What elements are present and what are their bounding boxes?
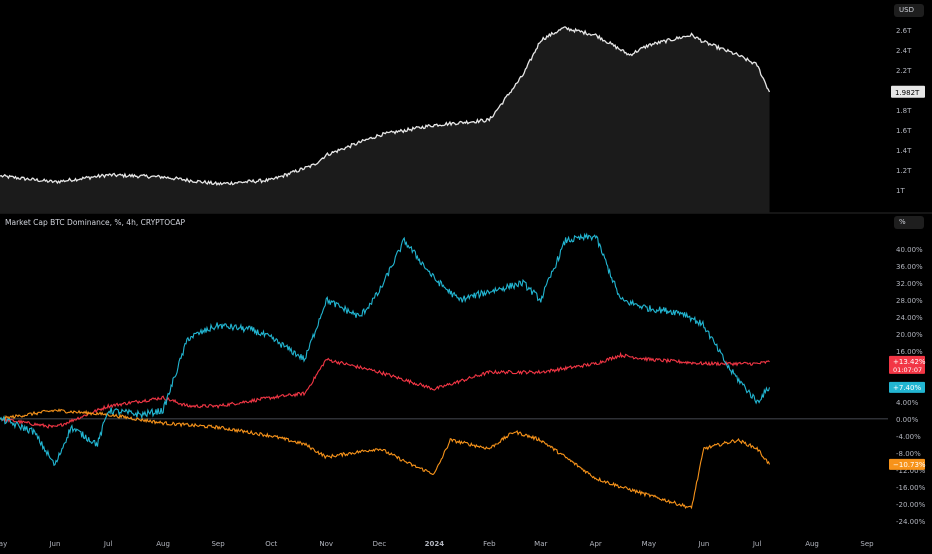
value-badge-label: +7.40% <box>893 384 921 392</box>
percent-tick-label: 24.00% <box>896 314 923 322</box>
price-tick-label: 2.6T <box>896 27 912 35</box>
currency-button[interactable]: USD <box>894 4 924 17</box>
dominance-series-line <box>0 408 771 510</box>
percent-tick-label: -24.00% <box>896 518 926 526</box>
price-tick-label: 1.8T <box>896 107 912 115</box>
percent-tick-label: 4.00% <box>896 399 919 407</box>
price-tick-label: 2.4T <box>896 47 912 55</box>
time-tick-label: 2024 <box>425 540 445 548</box>
price-tick-label: 2.2T <box>896 67 912 75</box>
market-cap-area-fill <box>0 26 770 213</box>
value-badge <box>889 355 925 374</box>
last-value-label: 1.982T <box>895 89 920 97</box>
time-tick-label: Nov <box>319 540 333 548</box>
percent-tick-label: -4.00% <box>896 433 921 441</box>
value-badge <box>889 458 925 470</box>
percent-tick-label: -20.00% <box>896 501 926 509</box>
market-cap-line <box>0 26 771 186</box>
indicator-title: Market Cap BTC Dominance, %, 4h, CRYPTOC… <box>5 218 186 227</box>
time-tick-label: Jul <box>752 540 762 548</box>
time-tick-label: Mar <box>534 540 547 548</box>
time-tick-label: May <box>642 540 656 548</box>
percent-tick-label: 0.00% <box>896 416 919 424</box>
time-tick-label: May <box>0 540 7 548</box>
time-tick-label: Aug <box>156 540 170 548</box>
time-tick-label: Feb <box>483 540 496 548</box>
time-tick-label: Dec <box>373 540 387 548</box>
value-badge <box>889 381 925 393</box>
value-badge-countdown: 01:07:07 <box>893 366 922 374</box>
time-tick-label: Aug <box>805 540 819 548</box>
percent-tick-label: 16.00% <box>896 348 923 356</box>
percent-tick-label: -16.00% <box>896 484 926 492</box>
dominance-series-line <box>0 232 771 467</box>
percent-tick-label: 20.00% <box>896 331 923 339</box>
percent-tick-label: -8.00% <box>896 450 921 458</box>
time-tick-label: Oct <box>265 540 277 548</box>
percent-scale-button[interactable]: % <box>894 216 924 229</box>
percent-tick-label: 32.00% <box>896 280 923 288</box>
last-value-badge <box>891 85 925 98</box>
price-tick-label: 1.4T <box>896 147 912 155</box>
price-tick-label: 1.6T <box>896 127 912 135</box>
percent-tick-label: 40.00% <box>896 246 923 254</box>
time-tick-label: Jul <box>103 540 113 548</box>
time-tick-label: Apr <box>590 540 602 548</box>
percent-tick-label: -12.00% <box>896 467 926 475</box>
value-badge-label: −10.73% <box>893 461 926 469</box>
time-tick-label: Jun <box>48 540 60 548</box>
price-tick-label: 1T <box>896 187 905 195</box>
time-tick-label: Sep <box>211 540 225 548</box>
percent-tick-label: 36.00% <box>896 263 923 271</box>
dominance-series-line <box>0 351 770 429</box>
time-tick-label: Sep <box>860 540 874 548</box>
price-tick-label: 1.2T <box>896 167 912 175</box>
value-badge-label: +13.42% <box>893 358 926 366</box>
percent-tick-label: 28.00% <box>896 297 923 305</box>
time-tick-label: Jun <box>697 540 709 548</box>
